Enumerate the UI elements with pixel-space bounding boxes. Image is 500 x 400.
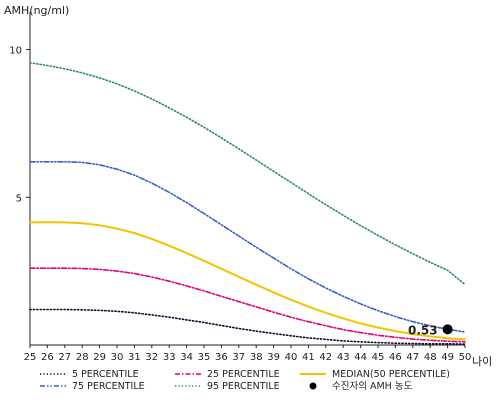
x-tick-label: 28: [76, 352, 89, 363]
x-tick-label: 42: [319, 352, 332, 363]
legend-label: 수진자의 AMH 농도: [332, 381, 413, 392]
x-tick-label: 35: [198, 352, 211, 363]
series-line: [29, 221, 466, 341]
legend-marker-swatch: [309, 382, 317, 390]
x-tick-label: 43: [337, 352, 350, 363]
x-tick-label: 39: [267, 352, 280, 363]
x-tick-label: 45: [372, 352, 385, 363]
x-tick-label: 44: [354, 352, 367, 363]
x-tick-label: 40: [285, 352, 298, 363]
legend-label: MEDIAN(50 PERCENTILE): [332, 369, 450, 380]
y-tick-label: 10: [9, 46, 22, 57]
x-tick-label: 33: [163, 352, 176, 363]
x-axis-title: 나이: [472, 355, 492, 368]
x-tick-label: 46: [389, 352, 402, 363]
x-tick-label: 29: [93, 352, 106, 363]
legend-label: 5 PERCENTILE: [72, 369, 139, 380]
x-tick-label: 34: [180, 352, 193, 363]
x-tick-label: 32: [145, 352, 158, 363]
legend-label: 95 PERCENTILE: [207, 381, 280, 392]
x-tick-label: 47: [406, 352, 419, 363]
legend: 5 PERCENTILE 25 PERCENTILE MEDIAN(50 PERCE…: [40, 369, 450, 392]
x-tick-label: 37: [232, 352, 245, 363]
series-line: [29, 308, 466, 345]
x-tick-label: 31: [128, 352, 141, 363]
axes: 5 10 25 26 27 28 29 30 31 32 33 34 35 36 37 38 39 40 41 42 4…: [9, 12, 471, 363]
patient-markers: 0.53: [408, 323, 453, 337]
series-line: [29, 61, 466, 286]
patient-marker-label: 0.53: [408, 323, 438, 337]
series-lines: [29, 61, 466, 345]
x-tick-label: 48: [424, 352, 437, 363]
x-tick-label: 30: [111, 352, 124, 363]
x-tick-label: 27: [58, 352, 71, 363]
legend-label: 75 PERCENTILE: [72, 381, 145, 392]
series-line: [29, 161, 466, 333]
x-tick-label: 41: [302, 352, 315, 363]
series-line: [29, 267, 466, 343]
x-tick-label: 50: [459, 352, 472, 363]
y-tick-label: 5: [16, 193, 22, 204]
x-tick-label: 26: [41, 352, 54, 363]
x-tick-label: 38: [250, 352, 263, 363]
x-tick-label: 49: [441, 352, 454, 363]
y-axis-title: AMH(ng/ml): [4, 4, 69, 17]
patient-marker-point: [442, 324, 453, 335]
x-tick-label: 25: [24, 352, 37, 363]
legend-label: 25 PERCENTILE: [207, 369, 280, 380]
x-tick-label: 36: [215, 352, 228, 363]
